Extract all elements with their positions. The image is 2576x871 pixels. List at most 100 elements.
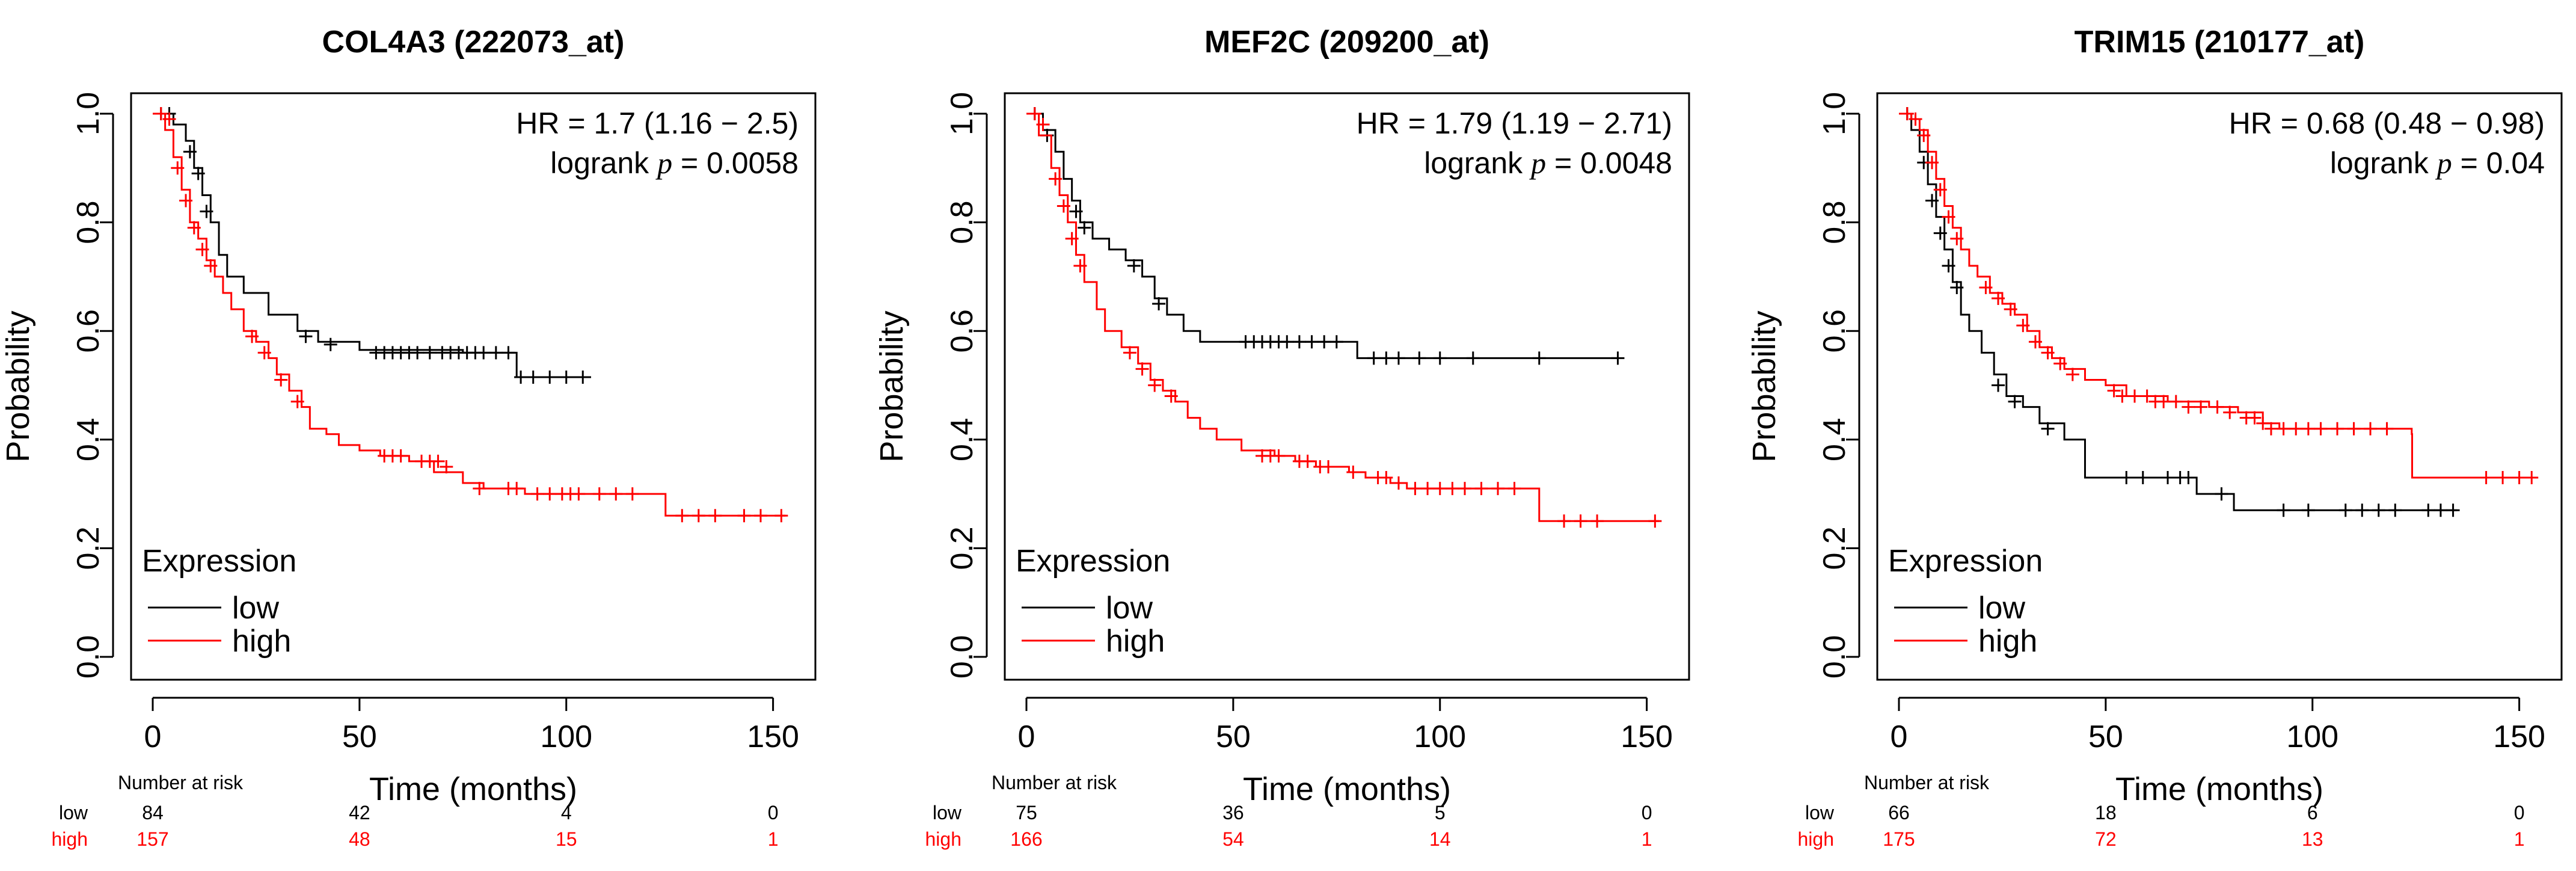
risk-row-label-low: low — [1805, 802, 1835, 823]
censor-mark-high — [440, 460, 453, 473]
censor-mark-high — [179, 194, 193, 208]
x-tick-label: 150 — [2493, 719, 2545, 754]
risk-count-high: 175 — [1883, 828, 1915, 850]
x-axis-label: Time (months) — [369, 771, 577, 807]
logrank-p-text: logrank p = 0.04 — [2330, 146, 2545, 180]
risk-row-label-low: low — [933, 802, 962, 823]
censor-mark-high — [1992, 292, 2005, 306]
legend-title: Expression — [142, 544, 296, 579]
censor-mark-low — [1292, 335, 1306, 349]
censor-mark-high — [171, 161, 185, 175]
x-axis-label: Time (months) — [1243, 771, 1451, 807]
censor-mark-high — [1433, 482, 1447, 496]
survival-curve-low — [153, 112, 592, 378]
censor-mark-low — [576, 370, 590, 384]
censor-mark-low — [2301, 503, 2315, 517]
censor-mark-low — [324, 337, 337, 351]
censor-mark-high — [245, 330, 259, 343]
censor-mark-high — [1073, 259, 1087, 272]
risk-count-high: 48 — [349, 828, 370, 850]
risk-count-high: 166 — [1010, 828, 1042, 850]
risk-count-high: 14 — [1429, 828, 1451, 850]
censor-mark-high — [2028, 335, 2042, 349]
p-symbol: p — [1529, 146, 1546, 180]
censor-mark-high — [473, 482, 486, 496]
censor-mark-high — [1942, 210, 1955, 224]
censor-mark-low — [489, 346, 503, 360]
censor-mark-high — [1491, 482, 1505, 496]
risk-count-low: 36 — [1222, 802, 1244, 823]
y-tick-label: 0.4 — [945, 418, 980, 461]
y-axis-label: Probability — [0, 310, 36, 462]
censor-mark-low — [1305, 335, 1319, 349]
censor-mark-high — [2140, 389, 2154, 403]
censor-mark-high — [394, 449, 408, 463]
censor-mark-low — [1611, 351, 1625, 365]
censor-mark-low — [1950, 280, 1964, 294]
censor-mark-low — [2215, 487, 2228, 501]
censor-mark-low — [2136, 471, 2150, 485]
risk-count-low: 6 — [2307, 802, 2318, 823]
censor-mark-high — [609, 487, 623, 501]
censor-mark-high — [1507, 482, 1521, 496]
censor-mark-low — [501, 346, 515, 360]
y-axis-label: Probability — [1746, 310, 1782, 462]
censor-mark-high — [2380, 422, 2394, 436]
censor-mark-high — [708, 509, 722, 523]
censor-mark-high — [290, 395, 304, 408]
risk-count-low: 0 — [1642, 802, 1652, 823]
censor-mark-high — [2314, 422, 2328, 436]
censor-mark-low — [526, 370, 540, 384]
censor-mark-high — [774, 509, 788, 523]
censor-mark-high — [1917, 129, 1931, 143]
censor-mark-high — [2364, 422, 2378, 436]
censor-mark-high — [1925, 156, 1939, 170]
y-tick-label: 0.8 — [71, 200, 106, 244]
censor-mark-high — [510, 482, 524, 496]
risk-count-low: 84 — [142, 802, 164, 823]
y-tick-label: 1.0 — [1817, 92, 1852, 135]
risk-table-header: Number at risk — [118, 772, 244, 793]
p-symbol: p — [2435, 146, 2452, 180]
censor-mark-high — [1379, 471, 1393, 485]
censor-mark-high — [2182, 400, 2195, 414]
censor-mark-low — [2041, 422, 2055, 436]
logrank-p-text: logrank p = 0.0058 — [550, 146, 799, 180]
censor-mark-high — [692, 509, 705, 523]
censor-mark-high — [1909, 112, 1922, 126]
censor-mark-high — [1979, 280, 1993, 294]
censor-mark-high — [1036, 118, 1050, 132]
censor-mark-low — [1152, 297, 1166, 311]
censor-mark-high — [675, 509, 689, 523]
censor-mark-high — [1028, 107, 1041, 120]
p-value: = 0.04 — [2452, 146, 2545, 180]
plot-frame — [1004, 92, 1690, 681]
risk-count-low: 18 — [2095, 802, 2117, 823]
plot-frame — [130, 92, 817, 681]
legend-label-low: low — [1106, 591, 1153, 626]
y-tick-label: 0.0 — [1817, 635, 1852, 679]
censor-mark-high — [2107, 384, 2121, 398]
censor-mark-low — [559, 370, 573, 384]
censor-mark-high — [2301, 422, 2315, 436]
survival-curve-high — [1899, 112, 2532, 479]
censor-mark-high — [1900, 107, 1914, 120]
censor-mark-high — [2053, 357, 2067, 371]
censor-mark-high — [1458, 482, 1472, 496]
y-tick-label: 0.4 — [1817, 418, 1852, 461]
censor-mark-high — [204, 259, 218, 272]
survival-curve-high — [1026, 112, 1660, 522]
censor-mark-high — [1648, 514, 1662, 528]
censor-mark-high — [2525, 471, 2539, 485]
censor-mark-low — [477, 346, 491, 360]
censor-mark-high — [572, 487, 586, 501]
censor-mark-high — [543, 487, 557, 501]
censor-mark-high — [1950, 232, 1964, 245]
risk-count-low: 5 — [1435, 802, 1446, 823]
censor-mark-low — [2433, 503, 2447, 517]
censor-mark-high — [2157, 395, 2171, 408]
risk-row-label-high: high — [52, 828, 88, 850]
chart-panel-1: COL4A3 (222073_at) 0.0 0.2 0.4 0.6 0.8 1.0 Prob… — [0, 25, 817, 850]
risk-row-label-low: low — [59, 802, 88, 823]
